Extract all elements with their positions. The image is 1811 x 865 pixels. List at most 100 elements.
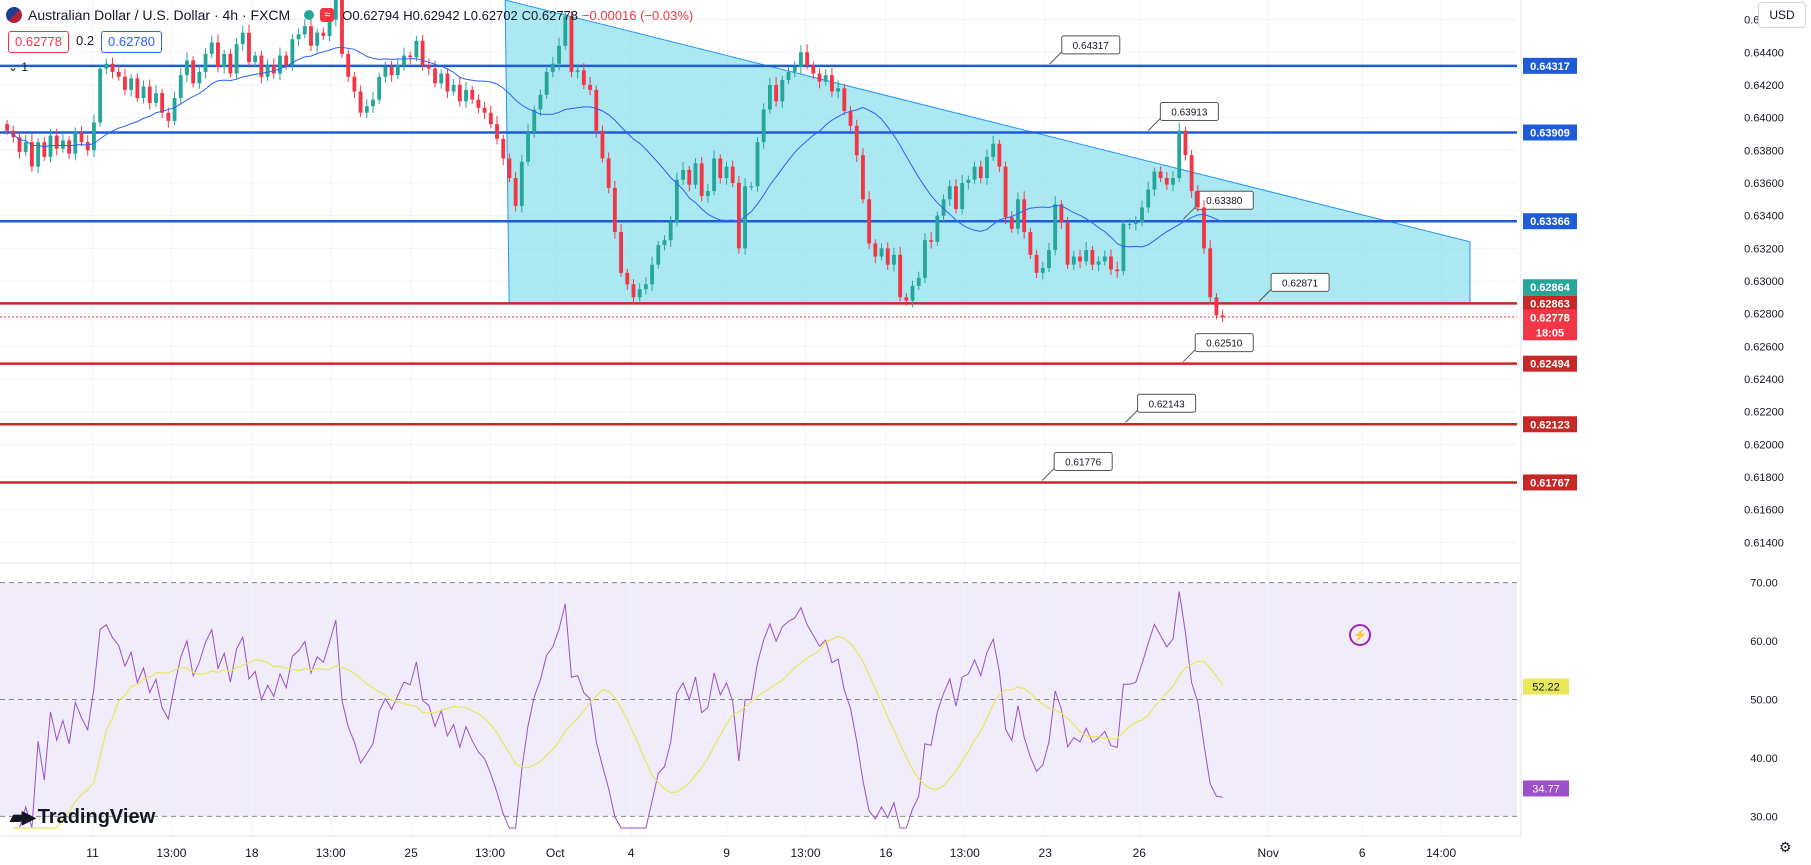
lightning-icon[interactable]: ⚡ [1349, 624, 1371, 646]
candle-body [234, 44, 239, 74]
time-tick-label: 14:00 [1426, 846, 1456, 860]
candle-body [786, 71, 791, 81]
candle-body [581, 70, 586, 85]
candle-body [327, 19, 332, 36]
candle-body [23, 142, 28, 152]
rsi-tick-label: 70.00 [1750, 578, 1778, 590]
level-callout-label: 0.64317 [1073, 41, 1110, 52]
candle-body [755, 142, 760, 187]
level-callout-label: 0.62510 [1206, 339, 1243, 350]
candle-body [433, 68, 437, 84]
candle-body [253, 55, 258, 63]
candle-body [550, 63, 555, 72]
price-axis-badge-label: 18:05 [1536, 327, 1564, 339]
candle-body [309, 26, 313, 46]
candle-body [712, 158, 717, 192]
candle-body [203, 53, 208, 72]
candle-body [85, 142, 90, 151]
price-tick-label: 0.61800 [1744, 472, 1784, 484]
candle-body [873, 243, 878, 257]
candle-body [532, 109, 537, 133]
level-callout-pointer [1041, 468, 1055, 481]
candle-body [1028, 231, 1033, 255]
candle-body [470, 89, 475, 100]
candle-body [1146, 189, 1151, 208]
candle-body [1022, 199, 1027, 232]
price-tick-label: 0.61600 [1744, 505, 1784, 517]
candle-body [767, 84, 772, 110]
candle-body [172, 98, 177, 121]
candle-body [817, 73, 822, 82]
candle-body [718, 158, 723, 179]
rsi-tick-label: 30.00 [1750, 811, 1778, 823]
candle-body [575, 70, 580, 72]
candle-body [588, 84, 592, 90]
candle-body [1034, 254, 1039, 273]
candle-body [674, 179, 679, 223]
candle-body [910, 285, 915, 301]
candle-body [1065, 222, 1070, 265]
price-axis-badge-label: 0.62864 [1530, 282, 1571, 294]
level-callout-box [1159, 101, 1219, 121]
sell-price-button[interactable]: 0.62778 [8, 31, 69, 53]
candle-body [340, 0, 344, 54]
candle-body [110, 63, 115, 72]
price-axis-badge [1523, 324, 1577, 341]
candle-body [1164, 178, 1169, 185]
symbol-title[interactable]: Australian Dollar / U.S. Dollar · 4h · F… [28, 7, 291, 23]
time-tick-label: Oct [546, 846, 565, 860]
settings-gear-icon[interactable]: ⚙ [1779, 839, 1792, 855]
level-axis-label: 0.63366 [1530, 216, 1570, 228]
price-axis-badge [1523, 309, 1577, 326]
candle-body [222, 53, 227, 67]
indicators-collapse-button[interactable]: ⌄ 1 [8, 60, 29, 74]
candle-body [216, 42, 220, 67]
candle-body [569, 16, 574, 72]
candle-body [402, 55, 406, 66]
candle-body [426, 65, 431, 69]
level-callout-pointer [1182, 206, 1196, 220]
candle-body [1183, 130, 1188, 156]
price-tick-label: 0.61400 [1744, 537, 1784, 549]
candle-body [823, 75, 828, 82]
candle-body [1189, 155, 1194, 192]
currency-selector[interactable]: USD [1758, 2, 1806, 28]
rsi-tick-label: 60.00 [1750, 636, 1778, 648]
candle-body [643, 284, 648, 290]
candle-body [842, 88, 847, 112]
candle-body [1090, 249, 1095, 265]
candle-body [364, 106, 369, 113]
market-open-icon [304, 10, 315, 20]
candle-body [879, 248, 884, 257]
candle-body [867, 199, 872, 244]
price-tick-label: 0.64400 [1744, 47, 1784, 59]
level-axis-label: 0.62123 [1530, 419, 1570, 431]
level-callout-label: 0.62143 [1149, 399, 1186, 410]
candle-body [538, 94, 543, 110]
candle-body [408, 55, 413, 58]
candle-body [935, 215, 940, 242]
candle-body [414, 40, 419, 58]
candle-body [513, 178, 518, 206]
candle-body [271, 65, 276, 74]
candle-body [954, 186, 958, 210]
level-callout-label: 0.61776 [1065, 457, 1102, 468]
candle-body [358, 91, 363, 113]
candle-body [445, 73, 450, 92]
candle-body [929, 240, 934, 242]
aud-flag-icon [6, 7, 22, 23]
candle-body [730, 166, 735, 183]
wave-icon: ≈ [320, 8, 335, 22]
candle-body [774, 84, 779, 102]
candle-body [116, 71, 121, 77]
buy-price-button[interactable]: 0.62780 [101, 31, 162, 53]
level-callout-box [1194, 190, 1254, 210]
candle-body [637, 289, 642, 298]
rsi-ma-badge [1523, 678, 1569, 695]
time-tick-label: 26 [1133, 846, 1147, 860]
candle-body [1127, 223, 1132, 225]
candle-body [1040, 267, 1045, 273]
candle-body [724, 166, 729, 179]
time-tick-label: 13:00 [316, 846, 346, 860]
